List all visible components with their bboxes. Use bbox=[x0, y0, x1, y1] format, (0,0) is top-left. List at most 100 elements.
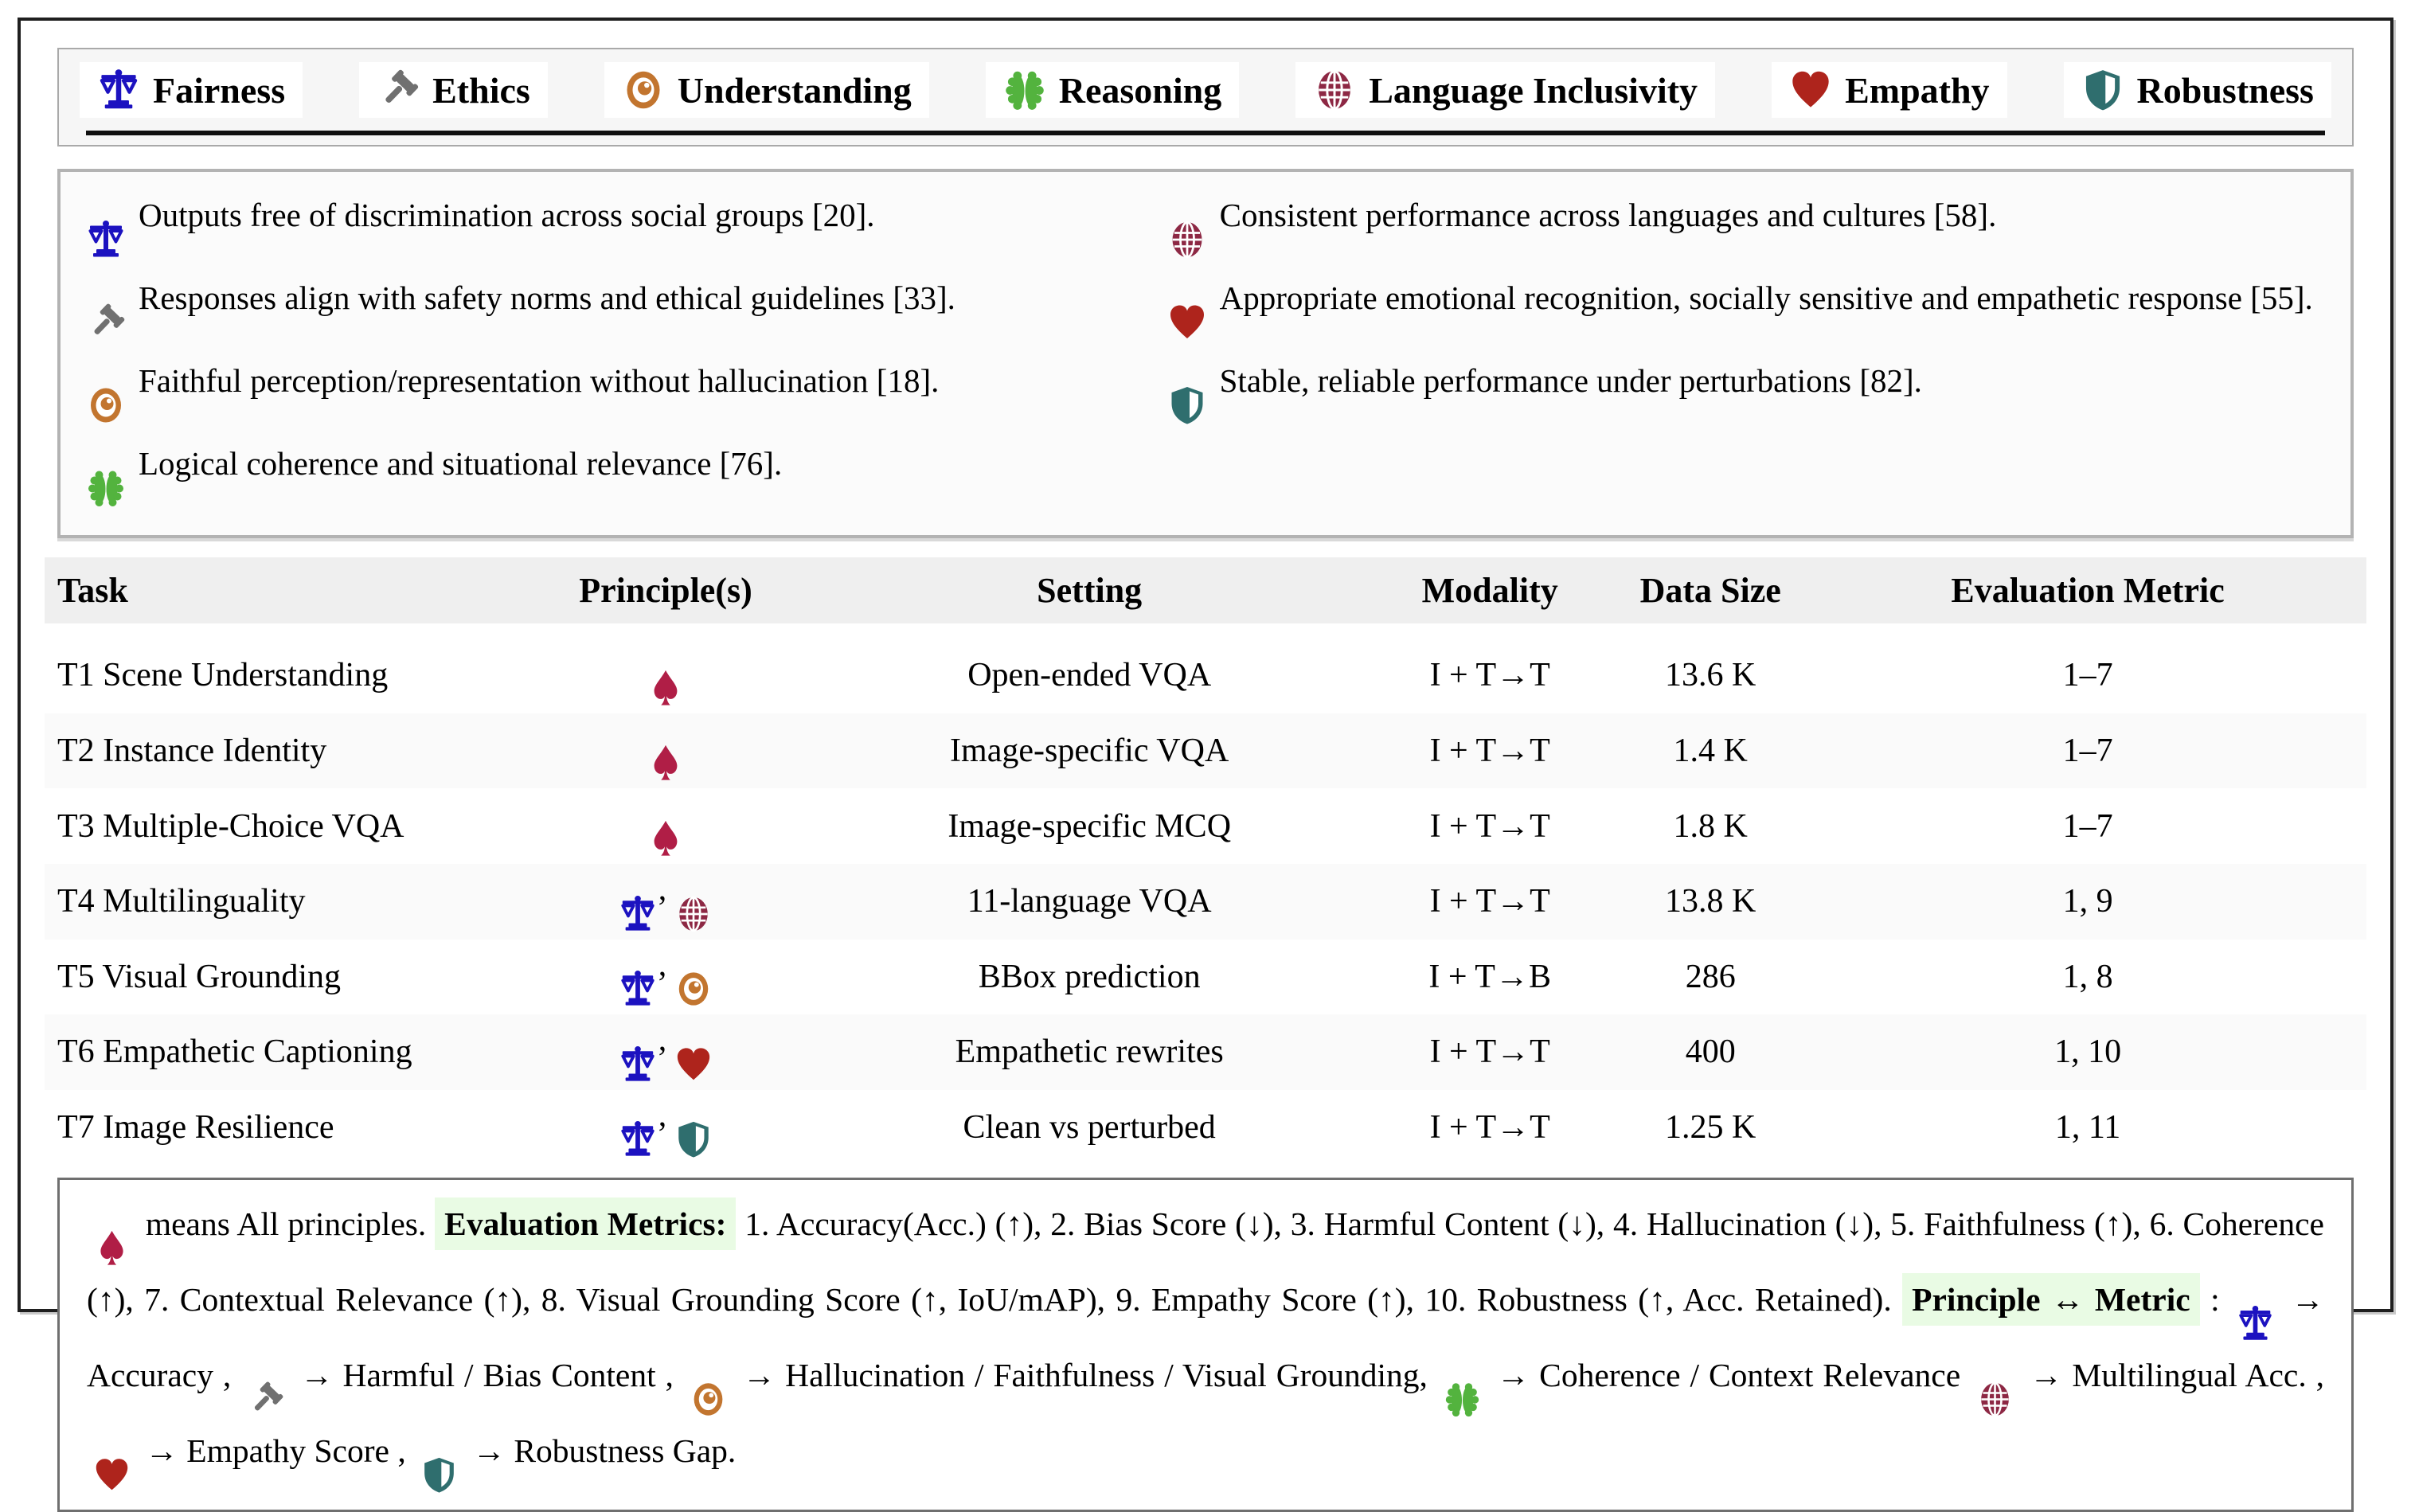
heart-icon bbox=[1789, 68, 1832, 111]
scales-icon bbox=[619, 970, 657, 1008]
notes-text: → Robustness Gap. bbox=[464, 1432, 737, 1470]
cell-modality: I + T→T bbox=[1429, 1109, 1550, 1147]
principle-description-text: Stable, reliable performance under pertu… bbox=[1219, 362, 1922, 399]
cell-setting: Image-specific MCQ bbox=[948, 807, 1232, 845]
principles-legend-row: Fairness Ethics Understanding Reasoning Lang… bbox=[80, 62, 2331, 118]
cell-modality: I + T→T bbox=[1429, 807, 1550, 845]
cell-data-size: 13.6 K bbox=[1665, 657, 1756, 694]
legend-item-understanding: Understanding bbox=[604, 62, 929, 118]
principle-description-text: Logical coherence and situational releva… bbox=[139, 445, 783, 482]
principles-col-left: Outputs free of discrimination across so… bbox=[86, 193, 1139, 524]
principle-description: Appropriate emotional recognition, socia… bbox=[1167, 275, 2325, 342]
globe-icon bbox=[1313, 68, 1356, 111]
cell-task: T2 Instance Identity bbox=[57, 732, 327, 769]
globe-icon bbox=[1976, 1381, 2014, 1418]
notes-text: → Harmful / Bias Content , bbox=[291, 1357, 683, 1394]
gavel-icon bbox=[247, 1381, 284, 1418]
legend-item-label: Robustness bbox=[2136, 69, 2314, 111]
table-row-t6: T6 Empathetic Captioning , Empathetic re… bbox=[45, 1014, 2366, 1090]
cell-principles: , bbox=[521, 1014, 811, 1090]
legend-item-label: Understanding bbox=[677, 69, 912, 111]
principle-description-text: Responses align with safety norms and et… bbox=[139, 279, 955, 316]
cell-task: T5 Visual Grounding bbox=[57, 958, 342, 995]
notes-paragraph: means All principles. Evaluation Metrics… bbox=[87, 1191, 2324, 1494]
notes-text: means All principles. bbox=[137, 1205, 436, 1243]
globe-icon bbox=[674, 895, 713, 933]
notes-text: → Empathy Score , bbox=[137, 1432, 415, 1470]
legend-item-ethics: Ethics bbox=[359, 62, 548, 118]
principle-separator: , bbox=[658, 946, 667, 983]
shield-icon bbox=[2081, 68, 2124, 111]
cell-data-size: 1.4 K bbox=[1673, 732, 1748, 769]
principle-description: Consistent performance across languages … bbox=[1167, 193, 2325, 260]
shield-icon bbox=[674, 1120, 713, 1158]
cell-modality: I + T→T bbox=[1429, 1033, 1550, 1071]
cell-task: T4 Multilinguality bbox=[57, 883, 306, 920]
principle-description-text: Faithful perception/representation witho… bbox=[139, 362, 940, 399]
heart-icon bbox=[674, 1045, 713, 1084]
table-row-t3: T3 Multiple-Choice VQA Image-specific MC… bbox=[45, 788, 2366, 864]
notes-highlight: Evaluation Metrics: bbox=[435, 1197, 737, 1251]
legend-item-fairness: Fairness bbox=[80, 62, 303, 118]
cell-setting: BBox prediction bbox=[978, 958, 1201, 995]
cell-metric: 1, 8 bbox=[2062, 958, 2113, 995]
cell-data-size: 400 bbox=[1685, 1033, 1736, 1071]
spade-icon bbox=[647, 819, 685, 858]
eye-icon bbox=[674, 970, 713, 1008]
scales-icon bbox=[86, 220, 126, 260]
principle-description-text: Consistent performance across languages … bbox=[1219, 197, 1997, 233]
figure-frame: Fairness Ethics Understanding Reasoning Lang… bbox=[18, 18, 2393, 1512]
spade-icon bbox=[647, 669, 685, 707]
principle-description: Responses align with safety norms and et… bbox=[86, 275, 1139, 342]
cell-principles bbox=[521, 788, 811, 864]
cell-setting: Empathetic rewrites bbox=[955, 1033, 1224, 1071]
spade-icon bbox=[647, 744, 685, 782]
cell-modality: I + T→T bbox=[1429, 657, 1550, 694]
scales-icon bbox=[2237, 1305, 2274, 1342]
heart-icon bbox=[93, 1456, 131, 1494]
scales-icon bbox=[619, 1120, 657, 1158]
table-row-t5: T5 Visual Grounding , BBox prediction I … bbox=[45, 940, 2366, 1015]
legend-item-label: Ethics bbox=[432, 69, 530, 111]
cell-setting: Clean vs perturbed bbox=[963, 1109, 1216, 1147]
principle-description: Outputs free of discrimination across so… bbox=[86, 193, 1139, 260]
notes-text: → Multilingual Acc. , bbox=[2020, 1357, 2325, 1394]
principle-description-text: Appropriate emotional recognition, socia… bbox=[1219, 279, 2313, 316]
cell-setting: 11-language VQA bbox=[967, 883, 1212, 920]
brain-icon bbox=[1444, 1381, 1481, 1418]
principle-separator: , bbox=[658, 1096, 667, 1134]
legend-item-label: Fairness bbox=[153, 69, 286, 111]
notes-text: → Hallucination / Faithfulness / Visual … bbox=[733, 1357, 1437, 1394]
principle-description: Stable, reliable performance under pertu… bbox=[1167, 358, 2325, 425]
spade-icon bbox=[93, 1229, 131, 1267]
brain-icon bbox=[86, 468, 126, 508]
scales-icon bbox=[97, 68, 140, 111]
cell-task: T3 Multiple-Choice VQA bbox=[57, 807, 404, 845]
principle-separator: , bbox=[658, 870, 667, 908]
cell-metric: 1, 10 bbox=[2054, 1033, 2122, 1071]
principles-legend: Fairness Ethics Understanding Reasoning Lang… bbox=[57, 48, 2354, 147]
principles-description-box: Outputs free of discrimination across so… bbox=[57, 169, 2354, 538]
legend-item-robustness: Robustness bbox=[2063, 62, 2331, 118]
legend-item-language-inclusivity: Language Inclusivity bbox=[1295, 62, 1716, 118]
tasks-table: Task Principle(s) Setting Modality Data Size… bbox=[45, 557, 2366, 1165]
col-header-task: Task bbox=[45, 557, 521, 631]
table-row-t2: T2 Instance Identity Image-specific VQA … bbox=[45, 713, 2366, 789]
cell-principles: , bbox=[521, 1090, 811, 1166]
cell-task: T6 Empathetic Captioning bbox=[57, 1033, 412, 1071]
cell-principles: , bbox=[521, 940, 811, 1015]
principles-col-right: Consistent performance across languages … bbox=[1167, 193, 2325, 524]
table-header-row: Task Principle(s) Setting Modality Data Size… bbox=[45, 557, 2366, 631]
notes-text: 1. Accuracy(Acc.) (↑), 2. Bias Score (↓)… bbox=[87, 1205, 2324, 1319]
cell-setting: Open-ended VQA bbox=[967, 657, 1212, 694]
legend-item-label: Language Inclusivity bbox=[1369, 69, 1698, 111]
globe-icon bbox=[1167, 220, 1207, 260]
notes-text: : bbox=[2199, 1281, 2231, 1319]
cell-modality: I + T→B bbox=[1428, 958, 1551, 995]
cell-metric: 1–7 bbox=[2062, 807, 2113, 845]
legend-item-empathy: Empathy bbox=[1772, 62, 2007, 118]
notes-box: means All principles. Evaluation Metrics… bbox=[57, 1178, 2354, 1512]
gavel-icon bbox=[377, 68, 420, 111]
cell-data-size: 286 bbox=[1685, 958, 1736, 995]
col-header-modality: Modality bbox=[1368, 557, 1612, 631]
